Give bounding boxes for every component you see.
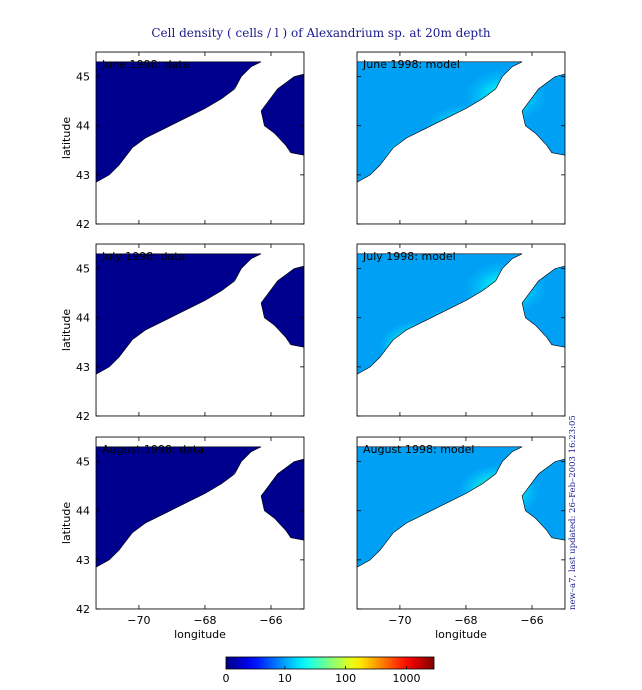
y-tick-label: 43 <box>76 169 90 182</box>
panel-frame <box>95 51 305 225</box>
map-panel: June 1998: model <box>356 51 566 225</box>
panel-frame <box>356 51 566 225</box>
panel-label: June 1998: data <box>101 58 189 71</box>
y-tick-label: 42 <box>76 218 90 231</box>
land-mass <box>357 52 565 224</box>
y-axis-label: latitude <box>60 309 73 351</box>
x-tick-label: −70 <box>388 614 411 627</box>
y-tick-label: 45 <box>76 456 90 469</box>
colorbar-tick-label: 100 <box>335 672 356 685</box>
figure-title: Cell density ( cells / l ) of Alexandriu… <box>151 26 491 40</box>
panel-label: July 1998: model <box>362 250 456 263</box>
colorbar-tick-label: 10 <box>278 672 292 685</box>
y-tick-label: 44 <box>76 505 90 518</box>
y-tick-label: 43 <box>76 554 90 567</box>
panel-frame <box>356 243 566 417</box>
x-axis-label: longitude <box>435 628 487 641</box>
panel-frame <box>95 243 305 417</box>
x-tick-label: −66 <box>520 614 543 627</box>
colorbar-tick-label: 0 <box>223 672 230 685</box>
x-tick-label: −70 <box>127 614 150 627</box>
land-mass <box>96 244 304 416</box>
panel-label: August 1998: data <box>102 443 204 456</box>
panel-label: August 1998: model <box>363 443 474 456</box>
y-tick-label: 44 <box>76 312 90 325</box>
land-mass <box>96 52 304 224</box>
land-mass <box>96 437 304 609</box>
y-tick-label: 44 <box>76 120 90 133</box>
map-panel: June 1998: data 45 44 43 42 <box>76 51 305 231</box>
land-mass <box>357 244 565 416</box>
map-panel: July 1998: model <box>356 243 566 417</box>
colorbar-tick-label: 1000 <box>393 672 421 685</box>
panel-label: June 1998: model <box>362 58 460 71</box>
y-tick-label: 42 <box>76 603 90 616</box>
x-axis-label: longitude <box>174 628 226 641</box>
x-tick-label: −66 <box>259 614 282 627</box>
map-panel: July 1998: data 45 44 43 42 <box>76 243 305 423</box>
panel-label: July 1998: data <box>101 250 185 263</box>
x-tick-label: −68 <box>193 614 216 627</box>
y-axis-label: latitude <box>60 502 73 544</box>
colorbar <box>225 656 435 670</box>
y-axis-label: latitude <box>60 117 73 159</box>
y-tick-label: 42 <box>76 410 90 423</box>
panel-frame <box>95 436 305 610</box>
y-tick-label: 45 <box>76 263 90 276</box>
land-mass <box>357 437 565 609</box>
panel-frame <box>356 436 566 610</box>
map-panel: August 1998: data 45 44 43 42 −70 −68 −66 <box>76 436 305 627</box>
x-tick-label: −68 <box>454 614 477 627</box>
y-tick-label: 43 <box>76 361 90 374</box>
y-tick-label: 45 <box>76 71 90 84</box>
map-panel: August 1998: model −70 −68 −66 <box>356 436 566 627</box>
